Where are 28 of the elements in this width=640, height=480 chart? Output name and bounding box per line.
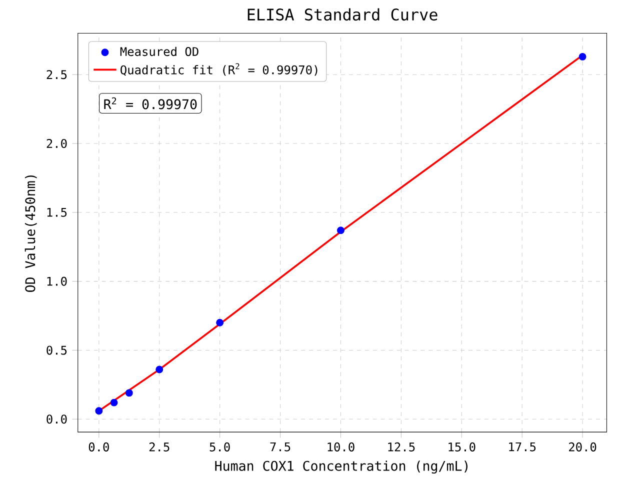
- x-tick-label: 10.0: [328, 442, 354, 452]
- x-tick-label: 5.0: [210, 442, 230, 452]
- y-tick-label: 2.0: [46, 138, 67, 148]
- point: [125, 389, 133, 397]
- legend-label: Quadratic fit (R$^{2}$ = 0.99970): [120, 63, 318, 76]
- x-axis-title: Human COX1 Concentration (ng/mL): [215, 460, 468, 474]
- x-tick-label: 12.5: [388, 442, 415, 452]
- y-tick-label: 1.0: [47, 276, 67, 286]
- point: [110, 398, 118, 406]
- y-tick-label: 0.0: [46, 414, 67, 424]
- x-tick-label: 2.5: [149, 442, 170, 452]
- x-tick-label: 7.5: [270, 442, 290, 452]
- legend-label: Measured OD: [120, 46, 198, 56]
- chart-title: ELISA Standard Curve: [248, 8, 438, 21]
- x-tick-label: 20.0: [569, 442, 596, 452]
- y-tick-label: 1.5: [47, 208, 67, 217]
- point: [95, 407, 103, 415]
- point: [337, 226, 344, 234]
- point: [156, 366, 164, 374]
- point: [578, 52, 586, 60]
- annotation: R$^{2}$ = 0.99970: [104, 97, 197, 110]
- y-tick-label: 2.5: [46, 70, 67, 80]
- x-tick-label: 15.0: [448, 442, 476, 452]
- x-tick-label: 0.0: [88, 442, 109, 452]
- y-axis-title: OD Value(450nm): [24, 175, 37, 292]
- point: [216, 318, 224, 326]
- x-tick-label: 17.5: [509, 442, 536, 452]
- y-tick-label: 0.5: [46, 346, 67, 355]
